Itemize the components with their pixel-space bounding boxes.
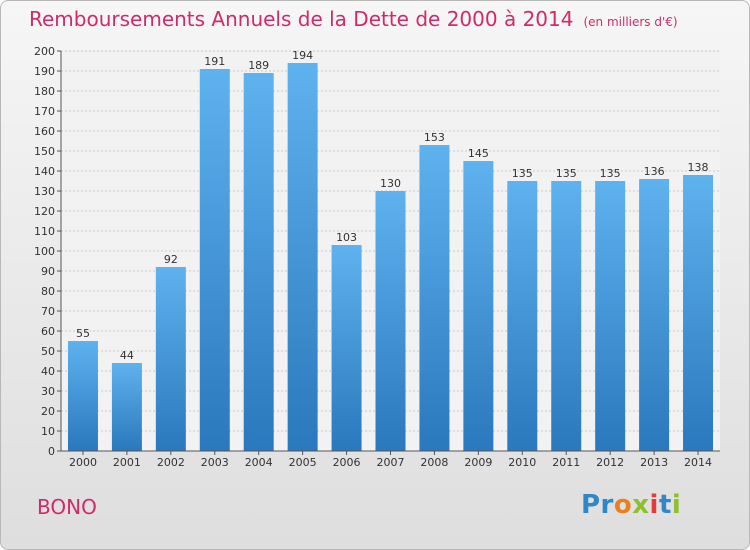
y-tick-label: 140 bbox=[34, 165, 55, 178]
y-tick-label: 190 bbox=[34, 65, 55, 78]
bar-value-label: 44 bbox=[120, 349, 134, 362]
x-tick-label: 2003 bbox=[201, 456, 229, 469]
logo-part-6: i bbox=[671, 490, 682, 520]
y-tick-label: 120 bbox=[34, 205, 55, 218]
y-tick-label: 110 bbox=[34, 225, 55, 238]
chart-title: Remboursements Annuels de la Dette de 20… bbox=[29, 7, 678, 31]
x-tick-label: 2000 bbox=[69, 456, 97, 469]
bar-value-label: 135 bbox=[556, 167, 577, 180]
x-tick-label: 2002 bbox=[157, 456, 185, 469]
y-tick-label: 150 bbox=[34, 145, 55, 158]
bar-layer: 55 44 92 191 189 194 103 130 153 145 135 135 135 136 1… bbox=[67, 49, 714, 451]
bar bbox=[375, 191, 406, 451]
bar-value-label: 103 bbox=[336, 231, 357, 244]
x-tick-label: 2012 bbox=[596, 456, 624, 469]
x-tick-label: 2010 bbox=[508, 456, 536, 469]
title-text: Remboursements Annuels de la Dette de 20… bbox=[29, 7, 574, 31]
commune-name: BONO bbox=[37, 495, 97, 519]
logo-part-1: Pr bbox=[581, 490, 614, 520]
y-tick-label: 70 bbox=[41, 305, 55, 318]
bar bbox=[199, 69, 230, 451]
y-tick-label: 10 bbox=[41, 425, 55, 438]
y-tick-label: 200 bbox=[34, 45, 55, 58]
axis-layer: 0 10 20 30 40 50 60 70 80 90 100 110 120 130 140 150 160… bbox=[34, 45, 720, 469]
y-tick-label: 90 bbox=[41, 265, 55, 278]
x-tick-label: 2011 bbox=[552, 456, 580, 469]
bar-value-label: 153 bbox=[424, 131, 445, 144]
logo-part-5: t bbox=[658, 490, 672, 520]
x-tick-label: 2006 bbox=[333, 456, 361, 469]
y-tick-label: 0 bbox=[48, 445, 55, 458]
bar bbox=[419, 145, 450, 451]
x-tick-label: 2014 bbox=[684, 456, 712, 469]
bar-value-label: 138 bbox=[688, 161, 709, 174]
y-tick-label: 180 bbox=[34, 85, 55, 98]
y-tick-label: 160 bbox=[34, 125, 55, 138]
bar-value-label: 191 bbox=[204, 55, 225, 68]
bar bbox=[551, 181, 582, 451]
bar bbox=[683, 175, 714, 451]
bar-value-label: 55 bbox=[76, 327, 90, 340]
bar bbox=[155, 267, 186, 451]
y-tick-label: 60 bbox=[41, 325, 55, 338]
bar bbox=[331, 245, 362, 451]
y-tick-label: 30 bbox=[41, 385, 55, 398]
bar-value-label: 189 bbox=[248, 59, 269, 72]
bar bbox=[463, 161, 494, 451]
x-tick-label: 2007 bbox=[377, 456, 405, 469]
x-tick-label: 2009 bbox=[464, 456, 492, 469]
proxiti-logo: Proxiti bbox=[581, 490, 681, 520]
bar bbox=[287, 63, 318, 451]
bar bbox=[507, 181, 538, 451]
y-tick-label: 130 bbox=[34, 185, 55, 198]
logo-part-4: i bbox=[649, 490, 659, 520]
y-tick-label: 20 bbox=[41, 405, 55, 418]
bar-value-label: 135 bbox=[512, 167, 533, 180]
y-tick-label: 80 bbox=[41, 285, 55, 298]
logo-part-3: x bbox=[632, 490, 650, 520]
bar bbox=[111, 363, 142, 451]
bar-value-label: 135 bbox=[600, 167, 621, 180]
bar-value-label: 130 bbox=[380, 177, 401, 190]
x-tick-label: 2008 bbox=[420, 456, 448, 469]
x-tick-label: 2013 bbox=[640, 456, 668, 469]
bar-value-label: 145 bbox=[468, 147, 489, 160]
bar bbox=[67, 341, 98, 451]
y-tick-label: 170 bbox=[34, 105, 55, 118]
bar bbox=[595, 181, 626, 451]
bar-value-label: 136 bbox=[644, 165, 665, 178]
bar-value-label: 92 bbox=[164, 253, 178, 266]
bar bbox=[639, 179, 670, 451]
y-tick-label: 100 bbox=[34, 245, 55, 258]
x-tick-label: 2004 bbox=[245, 456, 273, 469]
y-tick-label: 40 bbox=[41, 365, 55, 378]
y-tick-label: 50 bbox=[41, 345, 55, 358]
x-tick-label: 2001 bbox=[113, 456, 141, 469]
bar bbox=[243, 73, 274, 451]
logo-part-2: o bbox=[613, 490, 633, 520]
x-tick-label: 2005 bbox=[289, 456, 317, 469]
bar-value-label: 194 bbox=[292, 49, 313, 62]
chart-subtitle: (en milliers d'€) bbox=[583, 15, 678, 29]
